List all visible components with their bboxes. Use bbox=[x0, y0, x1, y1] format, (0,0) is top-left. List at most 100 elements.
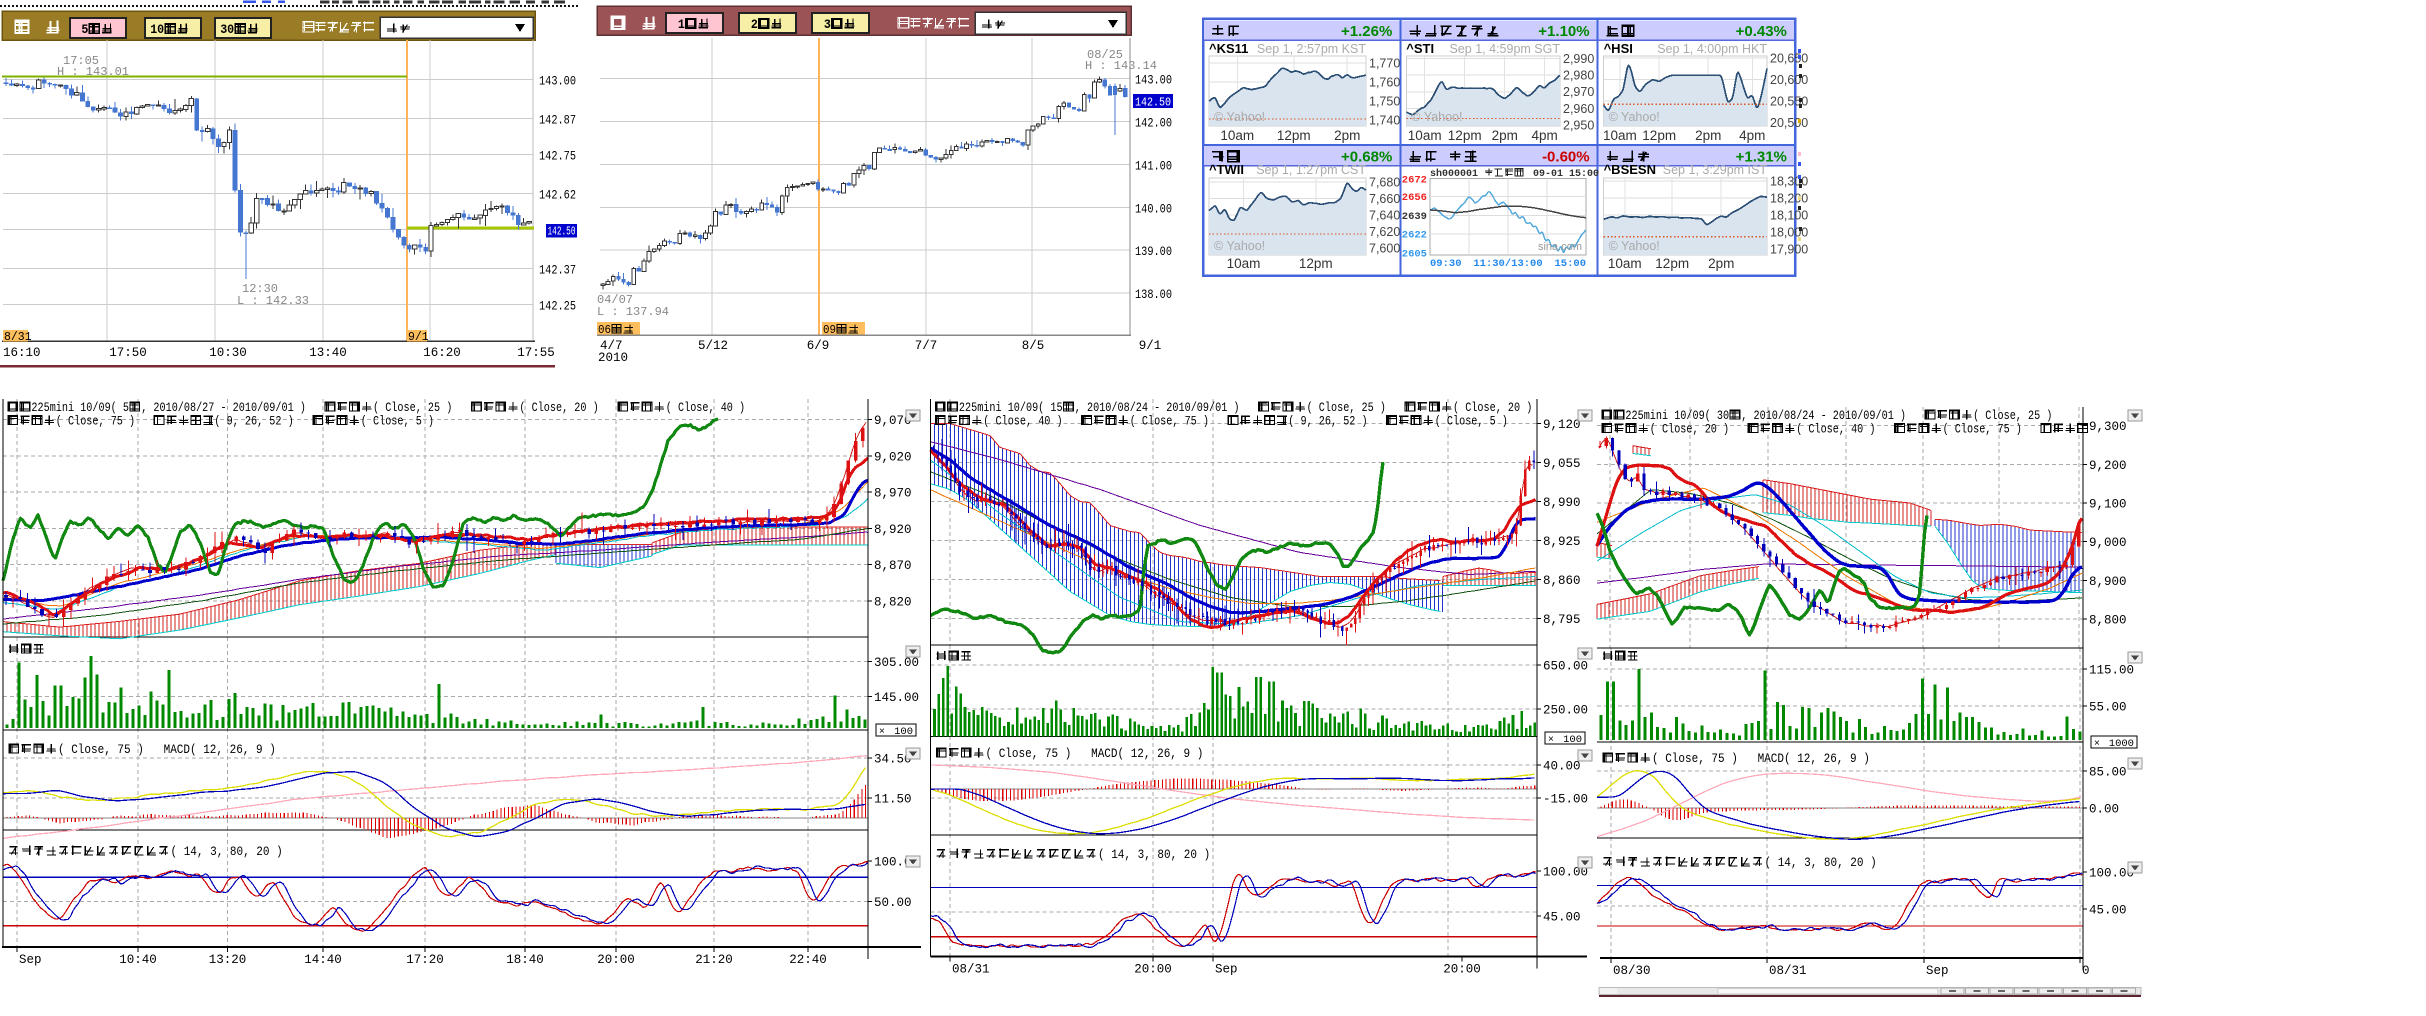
svg-text:+1.26%: +1.26% bbox=[1341, 23, 1392, 40]
svg-text:45.00: 45.00 bbox=[1543, 911, 1581, 925]
svg-text:9,200: 9,200 bbox=[2089, 459, 2127, 473]
svg-text:18,100: 18,100 bbox=[1770, 209, 1808, 223]
svg-text:×: × bbox=[879, 726, 885, 737]
svg-text:( 14, 3, 80, 20 ): ( 14, 3, 80, 20 ) bbox=[1765, 856, 1877, 870]
svg-text:225mini 10/09( 30: 225mini 10/09( 30 bbox=[1625, 409, 1729, 423]
svg-text:Sep: Sep bbox=[1926, 964, 1949, 978]
svg-text:, 2010/08/27 - 2010/09/01 ): , 2010/08/27 - 2010/09/01 ) bbox=[141, 401, 324, 415]
svg-text:9,100: 9,100 bbox=[2089, 498, 2127, 512]
svg-text:7,600: 7,600 bbox=[1369, 242, 1400, 256]
svg-text:L : 142.33: L : 142.33 bbox=[237, 294, 309, 308]
svg-text:( Close, 40 ): ( Close, 40 ) bbox=[1796, 423, 1894, 437]
svg-text:22:40: 22:40 bbox=[789, 953, 827, 967]
svg-text:, 2010/08/24 - 2010/09/01 ): , 2010/08/24 - 2010/09/01 ) bbox=[1075, 401, 1258, 415]
svg-text:Sep: Sep bbox=[19, 953, 42, 967]
svg-text:06: 06 bbox=[598, 323, 611, 337]
svg-text:( Close, 75 ) MACD( 12, 26,: ( Close, 75 ) MACD( 12, 26, 9 ) bbox=[986, 747, 1204, 761]
svg-text:6/9: 6/9 bbox=[807, 339, 830, 353]
svg-text:21:20: 21:20 bbox=[695, 953, 733, 967]
svg-text:45.00: 45.00 bbox=[2089, 904, 2127, 918]
svg-text:^KS11: ^KS11 bbox=[1209, 41, 1248, 56]
svg-text:-15.00: -15.00 bbox=[1543, 793, 1588, 807]
svg-text:20,550: 20,550 bbox=[1770, 95, 1808, 109]
svg-text:© Yahoo!: © Yahoo! bbox=[1214, 239, 1265, 253]
svg-text:8,925: 8,925 bbox=[1543, 535, 1581, 549]
svg-text:8,860: 8,860 bbox=[1543, 574, 1581, 588]
svg-text:( Close, 5 ): ( Close, 5 ) bbox=[1435, 415, 1508, 429]
svg-text:2: 2 bbox=[751, 17, 758, 32]
svg-text:08/30: 08/30 bbox=[1613, 964, 1651, 978]
svg-text:2,950: 2,950 bbox=[1563, 119, 1594, 133]
svg-text:( Close, 20 ): ( Close, 20 ) bbox=[1650, 423, 1748, 437]
svg-text:( Close, 20 ): ( Close, 20 ) bbox=[1453, 401, 1532, 415]
svg-text:15:00: 15:00 bbox=[1554, 258, 1586, 270]
svg-text:+0.43%: +0.43% bbox=[1736, 23, 1787, 40]
svg-text:08/31: 08/31 bbox=[952, 963, 990, 977]
svg-text:( Close, 25 ): ( Close, 25 ) bbox=[373, 401, 471, 415]
svg-text:( Close, 25 ): ( Close, 25 ) bbox=[1973, 409, 2052, 423]
svg-text:© Yahoo!: © Yahoo! bbox=[1411, 110, 1462, 124]
svg-text:20:00: 20:00 bbox=[597, 953, 635, 967]
svg-text:( Close, 75 ) MACD( 12, 26,: ( Close, 75 ) MACD( 12, 26, 9 ) bbox=[1652, 752, 1870, 766]
svg-text:Sep 1, 1:27pm CST: Sep 1, 1:27pm CST bbox=[1256, 163, 1366, 177]
svg-text:142.00: 142.00 bbox=[1135, 116, 1172, 131]
svg-text:2605: 2605 bbox=[1402, 249, 1427, 261]
svg-text:2,990: 2,990 bbox=[1563, 52, 1594, 66]
svg-text:Sep 1, 4:59pm SGT: Sep 1, 4:59pm SGT bbox=[1450, 42, 1561, 56]
svg-text:© Yahoo!: © Yahoo! bbox=[1609, 110, 1660, 124]
svg-text:2,960: 2,960 bbox=[1563, 102, 1594, 116]
svg-text:10:40: 10:40 bbox=[119, 953, 157, 967]
svg-text:H : 143.01: H : 143.01 bbox=[57, 65, 129, 79]
svg-text:Sep 1, 3:29pm IST: Sep 1, 3:29pm IST bbox=[1663, 163, 1768, 177]
svg-text:10:30: 10:30 bbox=[209, 346, 247, 360]
svg-text:^STI: ^STI bbox=[1406, 41, 1434, 56]
svg-text:Sep: Sep bbox=[1215, 963, 1238, 977]
svg-text:17,900: 17,900 bbox=[1770, 243, 1808, 257]
svg-text:225mini 10/09( 15: 225mini 10/09( 15 bbox=[959, 401, 1063, 415]
svg-text:12pm: 12pm bbox=[1299, 256, 1333, 271]
svg-text:1,770: 1,770 bbox=[1369, 57, 1400, 71]
svg-text:18,300: 18,300 bbox=[1770, 175, 1808, 189]
svg-text:( Close, 40 ): ( Close, 40 ) bbox=[983, 415, 1081, 429]
svg-text:100.00: 100.00 bbox=[1543, 866, 1588, 880]
svg-text:10am: 10am bbox=[1227, 256, 1261, 271]
svg-text:( Close, 20 ): ( Close, 20 ) bbox=[519, 401, 617, 415]
svg-text:145.00: 145.00 bbox=[874, 691, 919, 705]
svg-text:1,740: 1,740 bbox=[1369, 114, 1400, 128]
svg-text:0.00: 0.00 bbox=[2089, 803, 2119, 817]
svg-text:2,980: 2,980 bbox=[1563, 68, 1594, 82]
svg-text:8,800: 8,800 bbox=[2089, 614, 2127, 628]
svg-text:12:30: 12:30 bbox=[242, 282, 278, 296]
svg-text:34.50: 34.50 bbox=[874, 753, 912, 767]
svg-text:85.00: 85.00 bbox=[2089, 766, 2127, 780]
svg-text:2pm: 2pm bbox=[1334, 128, 1360, 143]
svg-text:4pm: 4pm bbox=[1531, 128, 1557, 143]
svg-text:2672: 2672 bbox=[1402, 175, 1427, 187]
svg-text:140.00: 140.00 bbox=[1135, 201, 1172, 216]
svg-text:2,970: 2,970 bbox=[1563, 85, 1594, 99]
svg-text:10am: 10am bbox=[1608, 256, 1642, 271]
svg-text:9,055: 9,055 bbox=[1543, 457, 1581, 471]
svg-text:8,870: 8,870 bbox=[874, 559, 912, 573]
svg-text:2pm: 2pm bbox=[1708, 256, 1734, 271]
svg-text:5: 5 bbox=[81, 22, 88, 37]
svg-text:( 9, 26, 52 ): ( 9, 26, 52 ) bbox=[214, 415, 312, 429]
svg-text:09-01 15:00: 09-01 15:00 bbox=[1533, 169, 1599, 180]
svg-text:^TWII: ^TWII bbox=[1209, 162, 1244, 177]
svg-text:12pm: 12pm bbox=[1655, 256, 1689, 271]
svg-text:( Close, 5 ): ( Close, 5 ) bbox=[361, 415, 434, 429]
svg-text:7,660: 7,660 bbox=[1369, 192, 1400, 206]
svg-text:9,120: 9,120 bbox=[1543, 418, 1581, 432]
svg-text:20,650: 20,650 bbox=[1770, 52, 1808, 66]
svg-text:142.25: 142.25 bbox=[539, 299, 576, 314]
svg-text:18,000: 18,000 bbox=[1770, 226, 1808, 240]
svg-text:9/1: 9/1 bbox=[408, 331, 429, 344]
svg-text:Sep 1, 2:57pm KST: Sep 1, 2:57pm KST bbox=[1257, 42, 1366, 56]
svg-text:30: 30 bbox=[220, 22, 234, 37]
svg-text:2010: 2010 bbox=[598, 351, 628, 365]
svg-text:142.75: 142.75 bbox=[539, 149, 576, 164]
svg-text:08/31: 08/31 bbox=[1769, 964, 1807, 978]
svg-text:Sep 1, 4:00pm HKT: Sep 1, 4:00pm HKT bbox=[1657, 42, 1767, 56]
svg-text:8,900: 8,900 bbox=[2089, 575, 2127, 589]
svg-text:8/5: 8/5 bbox=[1022, 339, 1045, 353]
